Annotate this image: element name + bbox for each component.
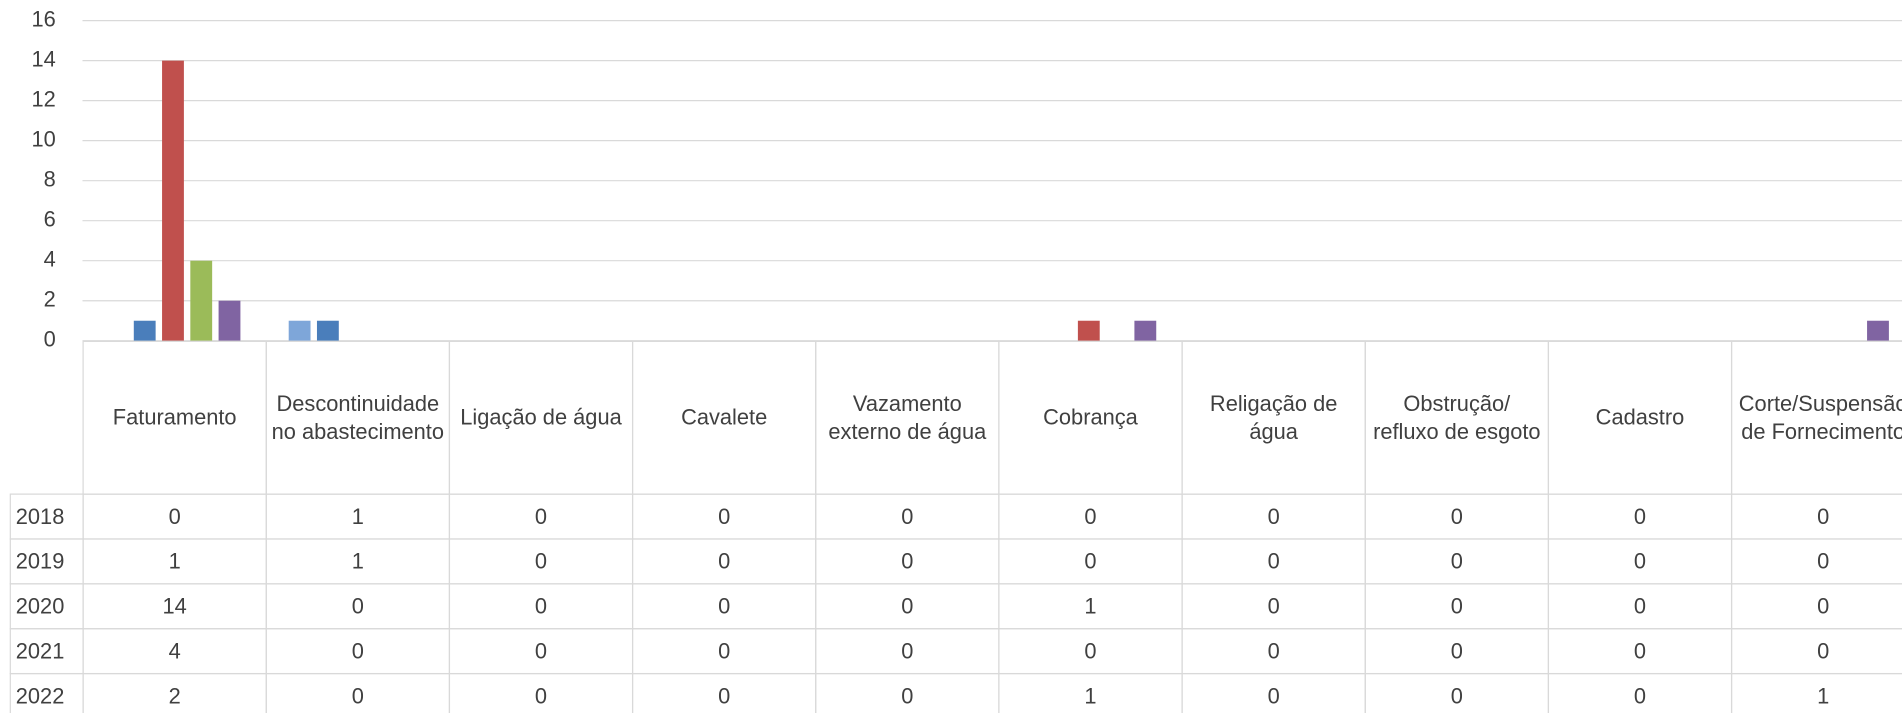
table-value: 4 (82, 628, 267, 675)
table-value: 1 (1730, 672, 1902, 713)
table-value: 0 (1730, 583, 1902, 630)
y-tick-label: 2 (44, 286, 56, 311)
table-value: 0 (631, 583, 817, 630)
bar (288, 320, 311, 341)
legend-year: 2022 (9, 672, 84, 713)
table-value: 0 (1730, 493, 1902, 540)
table-value: 0 (815, 628, 1000, 675)
category-header: Cavalete (631, 340, 817, 495)
table-value: 0 (448, 583, 634, 630)
table-value: 0 (448, 672, 634, 713)
table-value: 0 (1547, 628, 1733, 675)
table-value: 0 (1547, 583, 1733, 630)
table-value: 0 (1364, 628, 1550, 675)
bar (133, 320, 156, 341)
category-header: Cobrança (998, 340, 1183, 495)
y-tick-label: 16 (32, 6, 56, 31)
category-header: Cadastro (1547, 340, 1733, 495)
bar (1077, 320, 1100, 341)
table-value: 0 (82, 493, 267, 540)
table-value: 0 (1181, 493, 1366, 540)
table-value: 0 (1547, 672, 1733, 713)
table-value: 0 (1730, 538, 1902, 585)
bar (1867, 320, 1889, 341)
category-header: Obstrução/ refluxo de esgoto (1364, 340, 1550, 495)
table-value: 0 (998, 628, 1183, 675)
table-value: 1 (265, 493, 451, 540)
bar (162, 60, 184, 341)
table-value: 0 (1730, 628, 1902, 675)
table-value: 0 (1547, 538, 1733, 585)
category-header: Corte/Suspensão de Fornecimento (1730, 340, 1902, 495)
category-header: Ligação de água (448, 340, 634, 495)
table-value: 14 (82, 583, 267, 630)
bar (316, 320, 339, 341)
table-value: 0 (1181, 628, 1366, 675)
table-value: 0 (1181, 672, 1366, 713)
table-value: 0 (998, 493, 1183, 540)
table-value: 0 (631, 672, 817, 713)
table-value: 0 (265, 583, 451, 630)
table-value: 0 (815, 672, 1000, 713)
table-value: 0 (998, 538, 1183, 585)
y-tick-label: 14 (32, 46, 56, 71)
table-value: 0 (815, 538, 1000, 585)
table-value: 0 (448, 628, 634, 675)
legend-year: 2021 (9, 628, 84, 675)
table-value: 2 (82, 672, 267, 713)
table-value: 0 (448, 538, 634, 585)
bar (190, 260, 213, 341)
table-value: 0 (1181, 538, 1366, 585)
table-value: 0 (631, 493, 817, 540)
y-tick-label: 6 (44, 206, 56, 231)
table-value: 0 (1364, 493, 1550, 540)
legend-year: 2020 (9, 583, 84, 630)
y-tick-label: 12 (32, 86, 56, 111)
table-value: 0 (1364, 583, 1550, 630)
y-tick-label: 10 (32, 126, 56, 151)
y-tick-label: 4 (44, 246, 56, 271)
table-value: 0 (1181, 583, 1366, 630)
table-value: 0 (265, 672, 451, 713)
table-value: 0 (631, 628, 817, 675)
table-value: 1 (265, 538, 451, 585)
category-header: Descontinuidade no abastecimento (265, 340, 451, 495)
table-value: 0 (1547, 493, 1733, 540)
table-value: 0 (815, 583, 1000, 630)
table-value: 0 (265, 628, 451, 675)
table-value: 0 (1364, 538, 1550, 585)
legend-year: 2018 (9, 493, 84, 540)
table-value: 0 (1364, 672, 1550, 713)
table-value: 0 (631, 538, 817, 585)
table-value: 0 (815, 493, 1000, 540)
category-header: Religação de água (1181, 340, 1366, 495)
category-header: Faturamento (82, 340, 267, 495)
table-value: 0 (448, 493, 634, 540)
legend-year: 2019 (9, 538, 84, 585)
bar (218, 300, 241, 341)
table-value: 1 (82, 538, 267, 585)
bar (1134, 320, 1157, 341)
category-header: Vazamento externo de água (815, 340, 1000, 495)
y-tick-label: 0 (44, 327, 56, 352)
y-tick-label: 8 (44, 166, 56, 191)
table-value: 1 (998, 583, 1183, 630)
table-value: 1 (998, 672, 1183, 713)
